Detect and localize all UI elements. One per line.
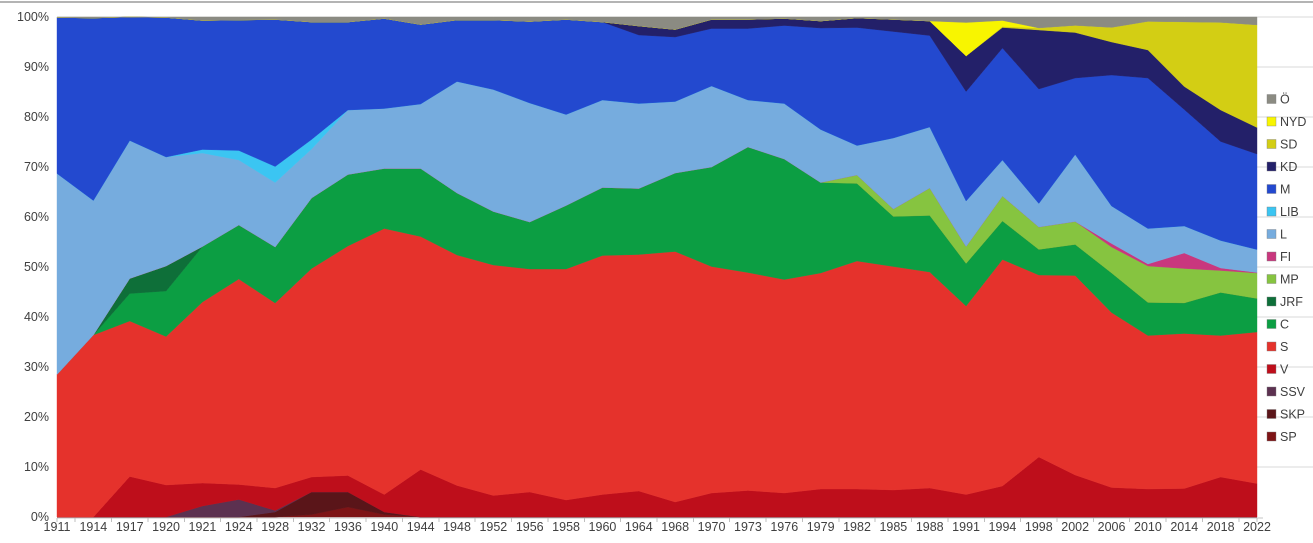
- legend-label-M: M: [1280, 183, 1290, 197]
- x-tick-label: 2018: [1207, 520, 1235, 534]
- y-tick-label: 40%: [24, 310, 49, 324]
- legend-swatch-JRF: [1266, 296, 1277, 307]
- legend-item-NYD: NYD: [1266, 115, 1306, 129]
- legend-label-C: C: [1280, 318, 1289, 332]
- legend-item-MP: MP: [1266, 273, 1299, 287]
- x-tick-label: 1940: [370, 520, 398, 534]
- y-tick-label: 80%: [24, 110, 49, 124]
- legend-label-SD: SD: [1280, 138, 1297, 152]
- x-tick-label: 1944: [407, 520, 435, 534]
- x-tick-label: 2022: [1243, 520, 1271, 534]
- x-tick-label: 2006: [1098, 520, 1126, 534]
- y-tick-label: 20%: [24, 410, 49, 424]
- legend-label-NYD: NYD: [1280, 115, 1306, 129]
- legend-swatch-SP: [1266, 431, 1277, 442]
- legend-label-Ö: Ö: [1280, 93, 1290, 107]
- y-tick-label: 30%: [24, 360, 49, 374]
- legend-item-V: V: [1266, 363, 1289, 377]
- legend-swatch-V: [1266, 364, 1277, 374]
- x-tick-label: 1921: [189, 520, 217, 534]
- legend-label-SSV: SSV: [1280, 385, 1306, 399]
- x-tick-label: 1936: [334, 520, 362, 534]
- legend-label-KD: KD: [1280, 160, 1297, 174]
- x-tick-label: 1928: [261, 520, 289, 534]
- legend-label-V: V: [1280, 363, 1289, 377]
- legend-item-Ö: Ö: [1266, 93, 1290, 107]
- x-tick-label: 1924: [225, 520, 253, 534]
- y-tick-label: 0%: [31, 510, 49, 524]
- legend-swatch-MP: [1266, 274, 1277, 284]
- legend-item-L: L: [1266, 228, 1287, 242]
- legend-label-SKP: SKP: [1280, 408, 1305, 422]
- y-tick-label: 60%: [24, 210, 49, 224]
- legend-label-FI: FI: [1280, 250, 1291, 264]
- legend-swatch-SKP: [1266, 409, 1277, 419]
- x-tick-label: 2002: [1061, 520, 1089, 534]
- x-tick-label: 1920: [152, 520, 180, 534]
- y-tick-label: 50%: [24, 260, 49, 274]
- x-tick-label: 1982: [843, 520, 871, 534]
- x-tick-label: 1960: [589, 520, 617, 534]
- x-tick-label: 1985: [879, 520, 907, 534]
- legend-swatch-NYD: [1266, 116, 1277, 127]
- legend-item-SKP: SKP: [1266, 408, 1305, 422]
- x-tick-label: 1968: [661, 520, 689, 534]
- legend-swatch-KD: [1266, 161, 1277, 172]
- x-tick-label: 2014: [1170, 520, 1198, 534]
- y-tick-label: 100%: [17, 10, 49, 24]
- legend-swatch-L: [1266, 229, 1277, 239]
- legend-item-FI: FI: [1266, 250, 1291, 264]
- x-tick-label: 1970: [698, 520, 726, 534]
- x-tick-label: 1958: [552, 520, 580, 534]
- legend-item-JRF: JRF: [1266, 295, 1303, 309]
- legend-swatch-Ö: [1266, 94, 1277, 104]
- legend-item-S: S: [1266, 340, 1288, 354]
- x-tick-label: 1911: [44, 520, 71, 534]
- area-Ö: [56, 16, 1258, 30]
- x-tick-label: 1948: [443, 520, 471, 534]
- legend-label-JRF: JRF: [1280, 295, 1303, 309]
- legend-swatch-M: [1266, 184, 1277, 194]
- x-tick-label: 1988: [916, 520, 944, 534]
- legend-swatch-LIB: [1266, 206, 1277, 217]
- legend-item-M: M: [1266, 183, 1290, 197]
- legend-label-MP: MP: [1280, 273, 1299, 287]
- legend-swatch-C: [1266, 319, 1277, 329]
- legend-swatch-FI: [1266, 251, 1277, 262]
- x-tick-label: 1998: [1025, 520, 1053, 534]
- legend-swatch-S: [1266, 341, 1277, 352]
- legend-item-LIB: LIB: [1266, 205, 1299, 219]
- x-tick-label: 1932: [298, 520, 326, 534]
- legend-item-SD: SD: [1266, 138, 1297, 152]
- legend-label-LIB: LIB: [1280, 205, 1299, 219]
- y-tick-label: 10%: [24, 460, 49, 474]
- legend-label-L: L: [1280, 228, 1287, 242]
- legend-item-SSV: SSV: [1266, 385, 1306, 399]
- x-tick-label: 1973: [734, 520, 762, 534]
- x-tick-label: 1917: [116, 520, 144, 534]
- x-tick-label: 1964: [625, 520, 653, 534]
- x-tick-label: 2010: [1134, 520, 1162, 534]
- legend-item-KD: KD: [1266, 160, 1297, 174]
- legend-label-S: S: [1280, 340, 1288, 354]
- x-tick-label: 1956: [516, 520, 544, 534]
- x-tick-label: 1979: [807, 520, 835, 534]
- x-tick-label: 1914: [79, 520, 107, 534]
- legend-label-SP: SP: [1280, 430, 1297, 444]
- x-tick-label: 1991: [952, 520, 980, 534]
- legend-swatch-SSV: [1266, 386, 1277, 397]
- y-tick-label: 70%: [24, 160, 49, 174]
- x-tick-label: 1976: [770, 520, 798, 534]
- x-tick-label: 1952: [479, 520, 507, 534]
- legend-item-SP: SP: [1266, 430, 1297, 444]
- x-tick-label: 1994: [989, 520, 1017, 534]
- legend-item-C: C: [1266, 318, 1289, 332]
- legend-swatch-SD: [1266, 139, 1277, 149]
- y-tick-label: 90%: [24, 60, 49, 74]
